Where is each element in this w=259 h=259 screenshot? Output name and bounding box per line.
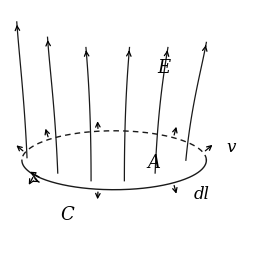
Text: dl: dl — [193, 186, 209, 203]
Text: v: v — [226, 139, 235, 156]
Text: E: E — [157, 59, 171, 77]
Text: C: C — [60, 206, 74, 224]
Text: A: A — [147, 154, 160, 172]
